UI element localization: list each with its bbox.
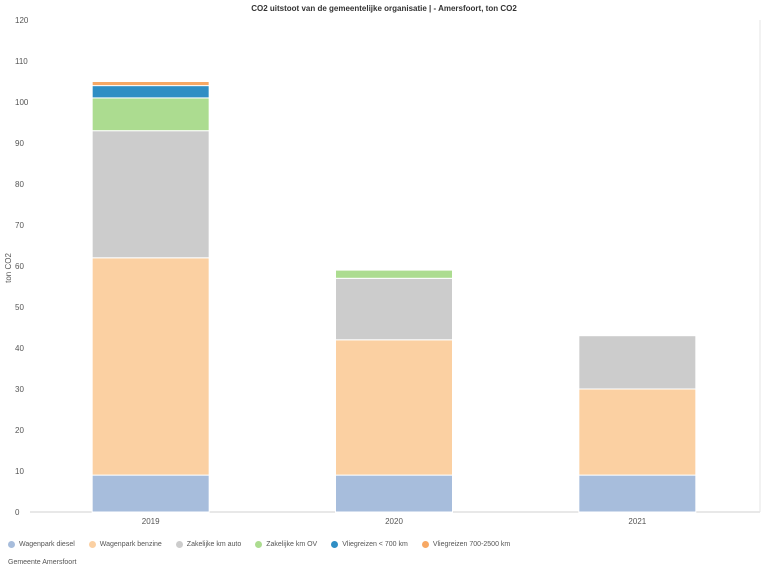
- legend-item[interactable]: Zakelijke km OV: [255, 541, 317, 548]
- y-tick-label: 110: [15, 57, 28, 66]
- legend-swatch: [175, 541, 183, 548]
- y-tick-label: 50: [15, 303, 24, 312]
- bar-segment[interactable]: [578, 335, 697, 390]
- y-tick-label: 20: [15, 426, 24, 435]
- bar-segment[interactable]: [91, 81, 210, 87]
- source-label: Gemeente Amersfoort: [8, 559, 77, 566]
- legend-swatch: [88, 541, 96, 548]
- legend-item[interactable]: Wagenpark diesel: [8, 541, 75, 548]
- bar-segment[interactable]: [578, 388, 697, 476]
- y-axis-ticks: 0 10 20 30 40 50 60 70 80 90 100 110 120: [15, 16, 29, 517]
- x-tick-label: 2020: [385, 517, 403, 526]
- bar-segment[interactable]: [91, 97, 210, 132]
- y-axis-title: ton CO2: [4, 253, 13, 283]
- bar-segment[interactable]: [335, 339, 453, 476]
- bar-segment[interactable]: [91, 474, 210, 513]
- x-tick-label: 2021: [628, 517, 646, 526]
- legend-label: Wagenpark benzine: [99, 541, 162, 548]
- legend-item[interactable]: Wagenpark benzine: [88, 541, 162, 548]
- legend-swatch: [421, 541, 429, 548]
- bar-segment[interactable]: [335, 474, 453, 513]
- legend-item[interactable]: Vliegreizen 700-2500 km: [421, 541, 511, 548]
- y-tick-label: 40: [15, 344, 24, 353]
- y-tick-label: 100: [15, 98, 29, 107]
- y-tick-label: 80: [15, 180, 24, 189]
- legend-label: Zakelijke km auto: [186, 541, 242, 548]
- bar-segment[interactable]: [578, 474, 697, 513]
- legend-swatch: [8, 541, 15, 548]
- y-tick-label: 0: [15, 508, 20, 517]
- legend-label: Vliegreizen < 700 km: [342, 541, 408, 548]
- y-tick-label: 60: [15, 262, 24, 271]
- y-tick-label: 70: [15, 221, 24, 230]
- chart-title: CO2 uitstoot van de gemeentelijke organi…: [251, 4, 517, 13]
- bar-segment[interactable]: [91, 130, 210, 259]
- y-tick-label: 120: [15, 16, 29, 25]
- legend-label: Wagenpark diesel: [19, 541, 75, 548]
- legend-item[interactable]: Zakelijke km auto: [175, 541, 242, 548]
- y-tick-label: 10: [15, 467, 24, 476]
- bar-segment[interactable]: [335, 269, 453, 279]
- x-tick-label: 2019: [142, 517, 160, 526]
- legend-swatch: [255, 541, 263, 548]
- legend-item[interactable]: Vliegreizen < 700 km: [331, 541, 408, 548]
- legend-label: Zakelijke km OV: [266, 541, 318, 548]
- bar-segment[interactable]: [335, 277, 453, 341]
- x-axis-ticks: 2019 2020 2021: [142, 517, 647, 526]
- bars: [91, 81, 697, 513]
- legend-swatch: [331, 541, 339, 548]
- stacked-bar-chart: 0 10 20 30 40 50 60 70 80 90 100 110 120 2019 2020 202…: [4, 16, 761, 526]
- legend: Wagenpark diesel Wagenpark benzine Zakelij…: [8, 541, 510, 548]
- y-tick-label: 90: [15, 139, 24, 148]
- legend-label: Vliegreizen 700-2500 km: [432, 541, 511, 548]
- bar-segment[interactable]: [91, 85, 210, 99]
- bar-segment[interactable]: [91, 257, 210, 476]
- y-tick-label: 30: [15, 385, 24, 394]
